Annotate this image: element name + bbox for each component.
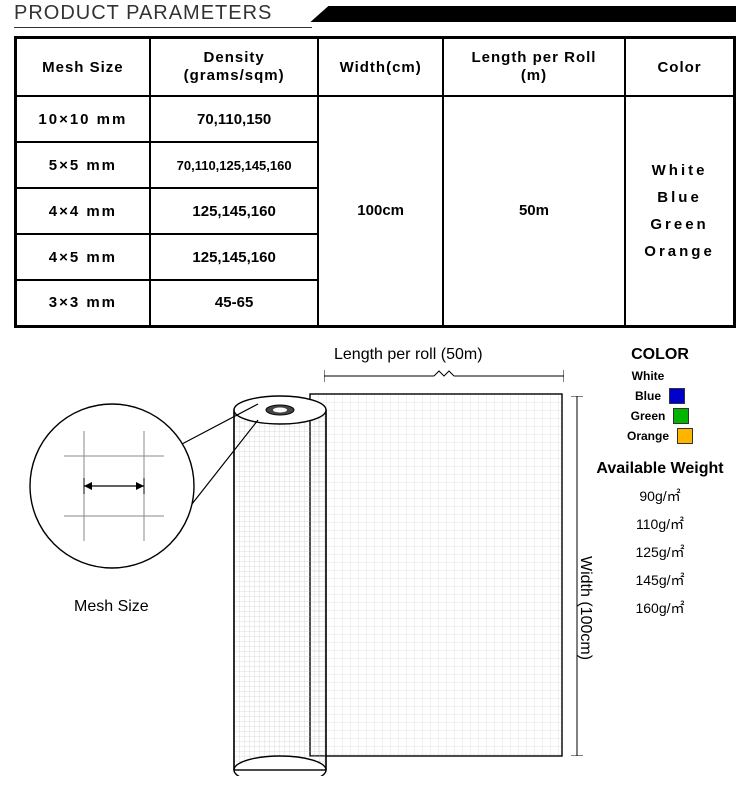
col-color: Color — [625, 38, 734, 97]
cell-density: 70,110,150 — [150, 96, 319, 142]
color-swatch — [677, 428, 693, 444]
color-name: Blue — [635, 389, 661, 403]
section-header: PRODUCT PARAMETERS — [14, 0, 736, 28]
color-item: Orange — [584, 428, 736, 444]
cell-density: 125,145,160 — [150, 234, 319, 280]
mesh-size-label: Mesh Size — [74, 598, 149, 616]
color-name: Orange — [627, 429, 669, 443]
length-label: Length per roll (50m) — [334, 346, 483, 364]
cell-mesh: 5×5 mm — [16, 142, 150, 188]
cell-width: 100cm — [318, 96, 442, 326]
weight-heading: Available Weight — [584, 460, 736, 478]
parameters-table: Mesh Size Density (grams/sqm) Width(cm) … — [14, 36, 736, 328]
color-item: White — [584, 368, 736, 384]
weight-item: 145g/㎡ — [584, 570, 736, 590]
weight-item: 90g/㎡ — [584, 486, 736, 506]
color-swatch — [672, 368, 688, 384]
section-title: PRODUCT PARAMETERS — [14, 0, 312, 28]
color-item: Blue — [584, 388, 736, 404]
cell-mesh: 4×5 mm — [16, 234, 150, 280]
color-name: White — [632, 369, 665, 383]
cell-mesh: 4×4 mm — [16, 188, 150, 234]
col-density: Density (grams/sqm) — [150, 38, 319, 97]
roll-illustration — [14, 386, 574, 776]
header-bar — [310, 6, 736, 22]
col-mesh: Mesh Size — [16, 38, 150, 97]
weight-item: 110g/㎡ — [584, 514, 736, 534]
color-swatch — [673, 408, 689, 424]
col-width: Width(cm) — [318, 38, 442, 97]
table-row: 10×10 mm70,110,150100cm50mWhite Blue Gre… — [16, 96, 735, 142]
color-name: Green — [631, 409, 666, 423]
width-label: Width (100cm) — [576, 556, 594, 660]
cell-color: White Blue Green Orange — [625, 96, 734, 326]
weight-list: 90g/㎡ 110g/㎡ 125g/㎡ 145g/㎡ 160g/㎡ — [584, 486, 736, 618]
side-panel: COLOR White Blue Green Orange Available Wei… — [584, 346, 736, 776]
cell-mesh: 10×10 mm — [16, 96, 150, 142]
col-length: Length per Roll (m) — [443, 38, 625, 97]
cell-density: 125,145,160 — [150, 188, 319, 234]
color-item: Green — [584, 408, 736, 424]
color-heading: COLOR — [584, 346, 736, 364]
cell-density: 45-65 — [150, 280, 319, 326]
color-list: White Blue Green Orange — [584, 368, 736, 444]
color-swatch — [669, 388, 685, 404]
length-dimension — [324, 368, 564, 384]
product-diagram: Length per roll (50m) — [14, 346, 574, 776]
weight-item: 160g/㎡ — [584, 598, 736, 618]
weight-item: 125g/㎡ — [584, 542, 736, 562]
cell-mesh: 3×3 mm — [16, 280, 150, 326]
cell-density: 70,110,125,145,160 — [150, 142, 319, 188]
cell-length: 50m — [443, 96, 625, 326]
